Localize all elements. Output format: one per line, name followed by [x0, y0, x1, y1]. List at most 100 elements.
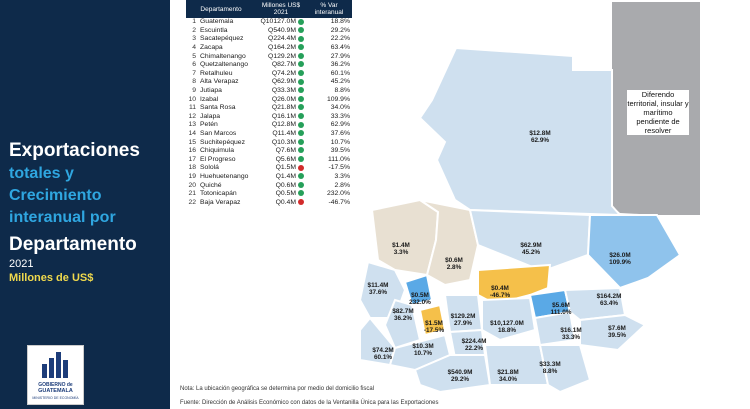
- row-department: Petén: [200, 121, 218, 129]
- map-value-alta-verapaz: $62.9M: [520, 242, 541, 249]
- footnote: Nota: La ubicación geográfica se determi…: [180, 386, 375, 392]
- row-department: Suchitepéquez: [200, 138, 245, 146]
- region-alta-verapaz: [468, 208, 592, 272]
- table-row: 21 Totonicapán Q0.5M 232.0%: [186, 190, 352, 199]
- logo-text-3: MINISTERIO DE ECONOMÍA: [32, 396, 79, 400]
- region-retalhuleu: [359, 316, 397, 367]
- map-pct-quiche: 2.8%: [447, 264, 462, 271]
- row-value: Q11.4M: [256, 130, 306, 139]
- map-value-zacapa: $164.2M: [597, 293, 622, 300]
- row-value: Q1.4M: [256, 173, 306, 182]
- table-row: 18 Sololá Q1.5M -17.5%: [186, 164, 352, 173]
- region-chiquimula: [579, 313, 647, 352]
- table-header-row: Departamento Millones US$ 2021 % Var int…: [186, 0, 352, 18]
- table-row: 12 Jalapa Q16.1M 33.3%: [186, 113, 352, 122]
- trend-up-icon: [298, 113, 304, 120]
- row-value: Q0.6M: [256, 181, 306, 190]
- header-pct: % Var interanual: [306, 0, 352, 18]
- map-value-jutiapa: $33.3M: [539, 361, 560, 368]
- header-department: Departamento: [186, 0, 256, 18]
- row-number: 5: [192, 52, 196, 60]
- map-pct-san-marcos: 37.6%: [369, 289, 387, 296]
- trend-up-icon: [298, 156, 304, 162]
- logo-text-2: GUATEMALA: [38, 388, 73, 394]
- map-value-retalhuleu: $74.2M: [372, 347, 393, 354]
- row-number: 4: [192, 44, 196, 52]
- row-number: 1: [192, 18, 196, 26]
- region-totonicapan: [403, 273, 434, 307]
- region-huehuetenango: [370, 198, 440, 277]
- row-value: Q10.3M: [256, 138, 306, 147]
- trend-up-icon: [298, 35, 304, 42]
- table-row: 3 Sacatepéquez Q224.4M 22.2%: [186, 35, 352, 44]
- table-row: 5 Chimaltenango Q129.2M 27.9%: [186, 52, 352, 61]
- trend-up-icon: [298, 95, 304, 102]
- row-department: Chiquimula: [200, 147, 235, 155]
- map-value-sacatepequez: $224.4M: [462, 338, 487, 345]
- map-pct-peten: 62.9%: [531, 137, 549, 144]
- map-pct-zacapa: 63.4%: [600, 300, 618, 307]
- row-value: Q0.4M: [256, 198, 306, 207]
- row-pct: 232.0%: [326, 190, 350, 198]
- map-pct-huehuetenango: 3.3%: [394, 249, 409, 256]
- row-department: Sacatepéquez: [200, 35, 244, 43]
- trend-down-icon: [298, 164, 304, 171]
- row-number: 10: [188, 95, 196, 103]
- row-department: Zacapa: [200, 44, 223, 52]
- row-value: Q62.9M: [256, 78, 306, 87]
- trend-up-icon: [298, 121, 304, 128]
- trend-up-icon: [298, 18, 304, 25]
- row-pct: -17.5%: [328, 164, 350, 172]
- map-pct-guatemala: 18.8%: [498, 327, 516, 334]
- trend-up-icon: [298, 61, 304, 68]
- row-pct: 37.6%: [330, 130, 350, 138]
- row-number: 7: [192, 69, 196, 77]
- map-value-peten: $12.8M: [529, 130, 550, 137]
- row-number: 8: [192, 78, 196, 86]
- row-number: 16: [188, 147, 196, 155]
- table-row: 22 Baja Verapaz Q0.4M -46.7%: [186, 198, 352, 207]
- map-pct-sacatepequez: 22.2%: [465, 345, 483, 352]
- logo-text-1: GOBIERNO de: [38, 382, 73, 388]
- table-row: 1 Guatemala Q10127.0M 18.8%: [186, 18, 352, 27]
- row-value: Q1.5M: [256, 164, 306, 173]
- trend-up-icon: [298, 138, 304, 145]
- table-row: 8 Alta Verapaz Q62.9M 45.2%: [186, 78, 352, 87]
- map-pct-izabal: 109.9%: [609, 259, 631, 266]
- region-jalapa: [533, 310, 577, 347]
- row-department: Baja Verapaz: [200, 198, 241, 206]
- map-value-el-progreso: $5.6M: [552, 302, 570, 309]
- map-pct-solola: -17.5%: [424, 327, 445, 334]
- map-pct-chimaltenango: 27.9%: [454, 320, 472, 327]
- trend-up-icon: [298, 190, 304, 197]
- table-row: 11 Santa Rosa Q21.8M 34.0%: [186, 104, 352, 113]
- table-row: 10 Izabal Q26.0M 109.9%: [186, 95, 352, 104]
- row-pct: 22.2%: [330, 35, 350, 43]
- row-number: 3: [192, 35, 196, 43]
- title-panel: Exportaciones totales y Crecimiento inte…: [0, 0, 170, 409]
- map-value-totonicapan: $0.5M: [411, 292, 429, 299]
- row-number: 13: [188, 121, 196, 129]
- map-value-jalapa: $16.1M: [560, 327, 581, 334]
- table-row: 9 Jutiapa Q33.3M 8.8%: [186, 87, 352, 96]
- row-pct: 10.7%: [330, 138, 350, 146]
- map-value-quetzaltenango: $82.7M: [392, 308, 413, 315]
- row-number: 6: [192, 61, 196, 69]
- map-value-chiquimula: $7.6M: [608, 325, 626, 332]
- map-pct-chiquimula: 39.5%: [608, 332, 626, 339]
- row-value: Q164.2M: [256, 44, 306, 53]
- row-department: Sololá: [200, 164, 219, 172]
- trend-up-icon: [298, 78, 304, 85]
- title-line-2: totales y: [9, 165, 74, 182]
- row-department: Santa Rosa: [200, 104, 236, 112]
- government-logo: GOBIERNO de GUATEMALA MINISTERIO DE ECON…: [27, 345, 84, 405]
- trend-up-icon: [298, 181, 304, 188]
- table-row: 2 Escuintla Q540.9M 29.2%: [186, 27, 352, 36]
- row-number: 2: [192, 26, 196, 34]
- map-value-guatemala: $10,127.0M: [490, 320, 524, 327]
- region-solola: [418, 303, 447, 337]
- title-line-1: Exportaciones: [9, 140, 140, 161]
- row-value: Q7.6M: [256, 147, 306, 156]
- map-value-san-marcos: $11.4M: [368, 282, 389, 289]
- logo-bars-icon: [42, 352, 70, 378]
